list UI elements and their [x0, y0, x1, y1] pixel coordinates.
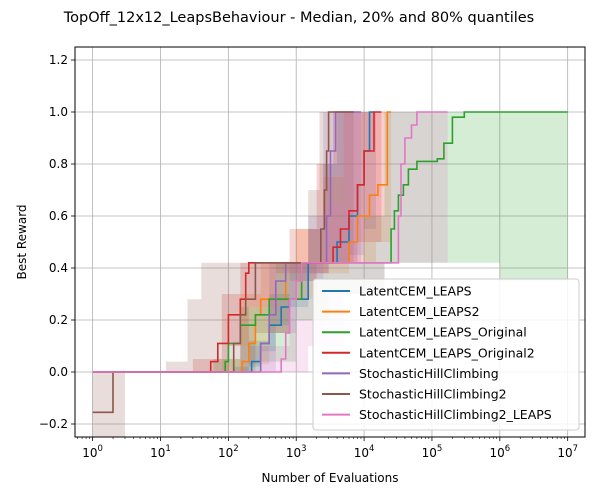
quantile-band	[92, 112, 392, 372]
x-tick-label: 107	[557, 444, 578, 460]
y-tick-label: 1.2	[49, 53, 68, 67]
y-tick-label: 0.4	[49, 261, 68, 275]
legend-label: LatentCEM_LEAPS2	[359, 304, 480, 319]
quantile-band	[92, 112, 448, 372]
quantile-band	[92, 112, 376, 372]
median-line	[92, 111, 361, 373]
legend-box	[312, 278, 580, 431]
median-lines	[92, 111, 568, 414]
y-axis-label: Best Reward	[15, 204, 29, 279]
x-tick-label: 101	[150, 444, 171, 460]
x-tick-label: 106	[489, 444, 510, 460]
legend-label: LatentCEM_LEAPS	[359, 284, 472, 299]
quantile-band	[92, 112, 361, 372]
y-tick-label: 1.0	[49, 105, 68, 119]
quantile-band	[92, 112, 382, 372]
chart-title: TopOff_12x12_LeapsBehaviour - Median, 20…	[63, 10, 534, 26]
legend-label: StochasticHillClimbing	[359, 366, 499, 381]
x-tick-label: 104	[354, 444, 375, 460]
x-tick-label: 103	[286, 444, 307, 460]
quantile-band	[92, 112, 568, 372]
x-axis-ticks: 100 101 102 103 104 105 106 107	[77, 437, 578, 460]
y-tick-label: 0.2	[49, 313, 68, 327]
legend-label: LatentCEM_LEAPS_Original2	[359, 345, 535, 360]
legend-label: StochasticHillClimbing2	[359, 387, 507, 402]
quantile-bands	[92, 112, 568, 437]
x-axis-label: Number of Evaluations	[262, 471, 399, 485]
y-tick-label: −0.2	[39, 417, 68, 431]
y-axis-ticks: −0.2 0.0 0.2 0.4 0.6 0.8 1.0 1.2	[39, 53, 75, 431]
legend: LatentCEM_LEAPS LatentCEM_LEAPS2 LatentCEM…	[312, 278, 580, 431]
quantile-band	[92, 112, 354, 437]
legend-label: StochasticHillClimbing2_LEAPS	[359, 407, 552, 422]
x-tick-label: 100	[82, 444, 103, 460]
y-tick-label: 0.8	[49, 157, 68, 171]
y-tick-label: 0.0	[49, 365, 68, 379]
x-tick-label: 102	[218, 444, 239, 460]
legend-label: LatentCEM_LEAPS_Original	[359, 325, 527, 340]
plot-frame	[74, 46, 586, 438]
median-line	[92, 111, 448, 373]
y-tick-label: 0.6	[49, 209, 68, 223]
x-tick-label: 105	[422, 444, 443, 460]
